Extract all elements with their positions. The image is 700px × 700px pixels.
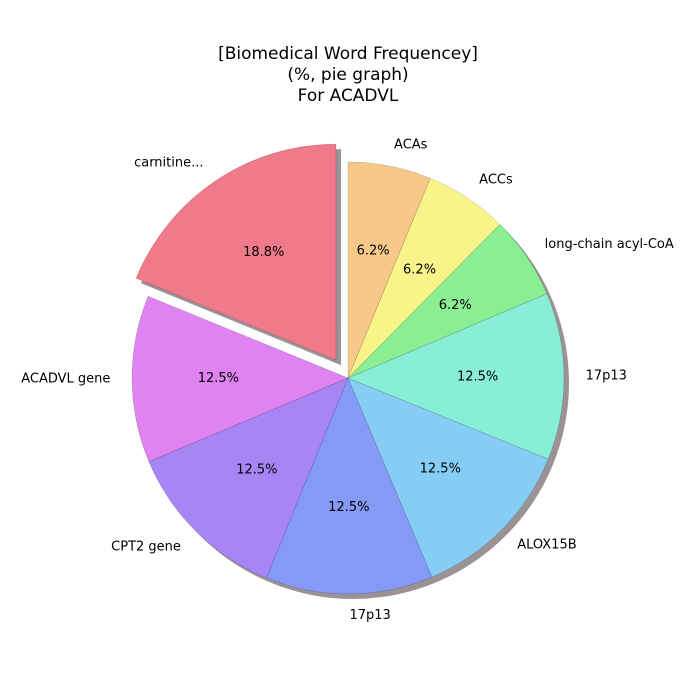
slice-category-label: CPT2 gene: [111, 539, 181, 554]
slice-percent-label: 6.2%: [403, 262, 436, 277]
slice-percent-label: 12.5%: [420, 461, 461, 476]
slice-category-label: 17p13: [586, 369, 627, 384]
slice-category-label: carnitine...: [134, 155, 203, 170]
slice-category-label: long-chain acyl-CoA: [545, 237, 674, 252]
pie-slice: [266, 377, 433, 595]
slice-percent-label: 12.5%: [328, 500, 369, 515]
pie-slice: [347, 177, 501, 379]
slice-category-label: ALOX15B: [517, 537, 576, 552]
slice-percent-label: 6.2%: [357, 243, 390, 258]
pie-labels: 18.8% carnitine... 12.5% ACADVL gene 12.5% CP…: [21, 137, 674, 623]
pie-slice: [131, 295, 349, 463]
pie-slices: [131, 143, 565, 595]
slice-category-label: ACAs: [394, 137, 428, 152]
slice-category-label: ACADVL gene: [21, 372, 110, 387]
chart-title-line-3: For ACADVL: [298, 86, 399, 106]
slice-percent-label: 18.8%: [243, 245, 284, 260]
slice-category-label: ACCs: [479, 172, 513, 187]
pie-slice: [347, 161, 431, 379]
slice-category-label: 17p13: [349, 608, 390, 623]
slice-percent-label: 12.5%: [198, 371, 239, 386]
pie-slice: [347, 377, 549, 578]
slice-percent-label: 12.5%: [236, 463, 277, 478]
pie-slice: [148, 377, 349, 579]
slice-percent-label: 6.2%: [439, 298, 472, 313]
pie-slice: [347, 224, 548, 379]
chart-title-line-2: (%, pie graph): [287, 65, 408, 85]
chart-title-line-1: [Biomedical Word Frequencey]: [218, 44, 478, 64]
pie-slice: [347, 293, 565, 460]
slice-percent-label: 12.5%: [457, 369, 498, 384]
pie-slice: [135, 143, 337, 361]
